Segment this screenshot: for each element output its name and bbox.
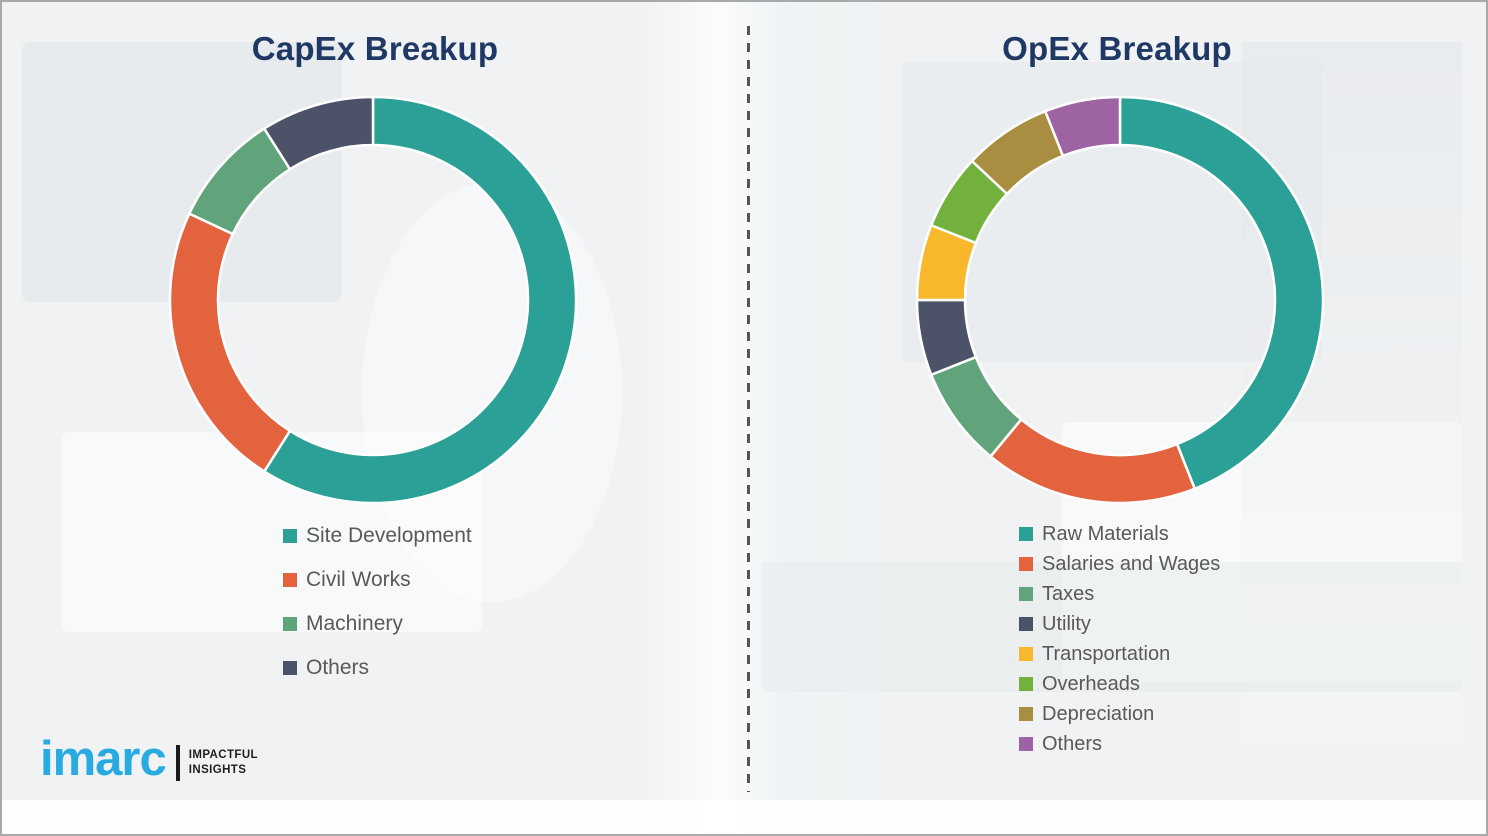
legend-swatch xyxy=(1019,587,1033,601)
legend-swatch xyxy=(1019,677,1033,691)
legend-item-depreciation: Depreciation xyxy=(1019,699,1220,729)
imarc-logo-wordmark: imarc xyxy=(40,732,167,786)
imarc-logo-tagline: IMPACTFUL INSIGHTS xyxy=(189,748,258,778)
opex-legend: Raw Materials Salaries and Wages Taxes Util… xyxy=(1019,519,1220,759)
legend-label: Raw Materials xyxy=(1042,522,1169,545)
legend-item-salaries-and-wages: Salaries and Wages xyxy=(1019,549,1220,579)
donut-segment-others xyxy=(262,95,375,171)
donut-segment-civil-works xyxy=(168,212,292,473)
legend-label: Others xyxy=(1042,732,1103,755)
capex-chart-title: CapEx Breakup xyxy=(251,30,499,67)
imarc-logo-divider-bar xyxy=(175,744,180,781)
legend-item-overheads: Overheads xyxy=(1019,669,1220,699)
donut-segment-raw-materials xyxy=(1118,95,1325,490)
legend-label: Transportation xyxy=(1042,642,1171,665)
legend-swatch xyxy=(1019,737,1033,751)
legend-swatch xyxy=(1019,617,1033,631)
legend-item-site-development: Site Development xyxy=(283,514,472,558)
legend-swatch xyxy=(283,617,297,631)
legend-label: Salaries and Wages xyxy=(1042,552,1221,575)
legend-label: Overheads xyxy=(1042,672,1140,695)
legend-label: Site Development xyxy=(306,524,472,547)
legend-label: Civil Works xyxy=(306,568,411,591)
legend-swatch xyxy=(1019,647,1033,661)
legend-label: Others xyxy=(306,656,370,679)
legend-item-raw-materials: Raw Materials xyxy=(1019,519,1220,549)
donut-segment-others xyxy=(1044,95,1122,158)
imarc-logo-tagline-line1: IMPACTFUL xyxy=(188,748,258,761)
opex-donut-chart xyxy=(915,95,1325,505)
legend-item-others: Others xyxy=(283,646,472,690)
vertical-dashed-divider xyxy=(747,26,750,792)
capex-legend: Site Development Civil Works Machinery Othe… xyxy=(283,514,472,690)
legend-item-civil-works: Civil Works xyxy=(283,558,472,602)
legend-item-taxes: Taxes xyxy=(1019,579,1220,609)
opex-chart-title: OpEx Breakup xyxy=(1002,30,1232,67)
background-watermark xyxy=(642,2,902,834)
legend-swatch xyxy=(283,573,297,587)
background-watermark xyxy=(2,800,1486,834)
donut-segment-salaries-and-wages xyxy=(989,418,1196,505)
legend-item-machinery: Machinery xyxy=(283,602,472,646)
legend-swatch xyxy=(283,529,297,543)
legend-swatch xyxy=(1019,707,1033,721)
capex-donut-chart xyxy=(168,95,578,505)
legend-swatch xyxy=(283,661,297,675)
imarc-logo: imarc IMPACTFUL INSIGHTS xyxy=(40,732,258,787)
legend-item-transportation: Transportation xyxy=(1019,639,1220,669)
donut-segment-site-development xyxy=(262,95,578,505)
legend-item-others: Others xyxy=(1019,729,1220,759)
legend-label: Taxes xyxy=(1042,582,1095,605)
imarc-logo-tagline-line2: INSIGHTS xyxy=(188,763,247,776)
legend-label: Machinery xyxy=(306,612,403,635)
legend-swatch xyxy=(1019,527,1033,541)
legend-label: Utility xyxy=(1042,612,1091,635)
legend-swatch xyxy=(1019,557,1033,571)
legend-label: Depreciation xyxy=(1042,702,1155,725)
legend-item-utility: Utility xyxy=(1019,609,1220,639)
